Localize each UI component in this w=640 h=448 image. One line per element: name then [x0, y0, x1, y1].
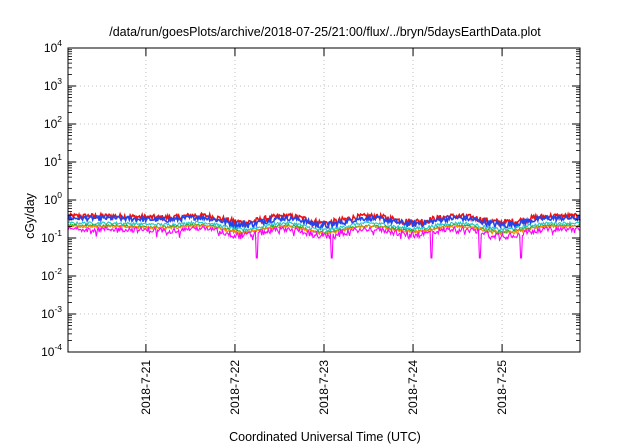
y-tick-label: 102	[44, 114, 62, 131]
y-tick-label: 101	[44, 152, 62, 169]
x-tick-label: 2018-7-22	[228, 360, 242, 415]
y-tick-label: 10-1	[41, 228, 62, 245]
chart-title: /data/run/goesPlots/archive/2018-07-25/2…	[109, 25, 541, 39]
y-tick-label: 10-2	[41, 266, 62, 283]
y-tick-labels: 10-4 10-3 10-2 10-1 100 101 102 103 104	[41, 38, 62, 359]
x-axis-label: Coordinated Universal Time (UTC)	[229, 430, 421, 444]
series-line-6	[67, 225, 581, 259]
y-tick-label: 10-3	[41, 304, 62, 321]
y-axis-label: cGy/day	[23, 192, 37, 239]
series-line-5	[67, 223, 581, 237]
series-layer	[67, 211, 581, 259]
grid	[68, 48, 580, 352]
y-tick-label: 104	[44, 38, 62, 55]
x-tick-labels: 2018-7-21 2018-7-22 2018-7-23 2018-7-24 2018…	[139, 360, 509, 415]
series-line-1	[67, 211, 581, 229]
x-tick-label: 2018-7-24	[406, 360, 420, 415]
x-tick-label: 2018-7-21	[139, 360, 153, 415]
x-tick-label: 2018-7-25	[495, 360, 509, 415]
series-line-3	[67, 219, 581, 233]
y-tick-label: 10-4	[41, 342, 62, 359]
y-tick-label: 100	[44, 190, 62, 207]
ticks	[68, 47, 580, 353]
series-line-2	[67, 213, 581, 232]
x-tick-label: 2018-7-23	[317, 360, 331, 415]
y-tick-label: 103	[44, 76, 62, 93]
